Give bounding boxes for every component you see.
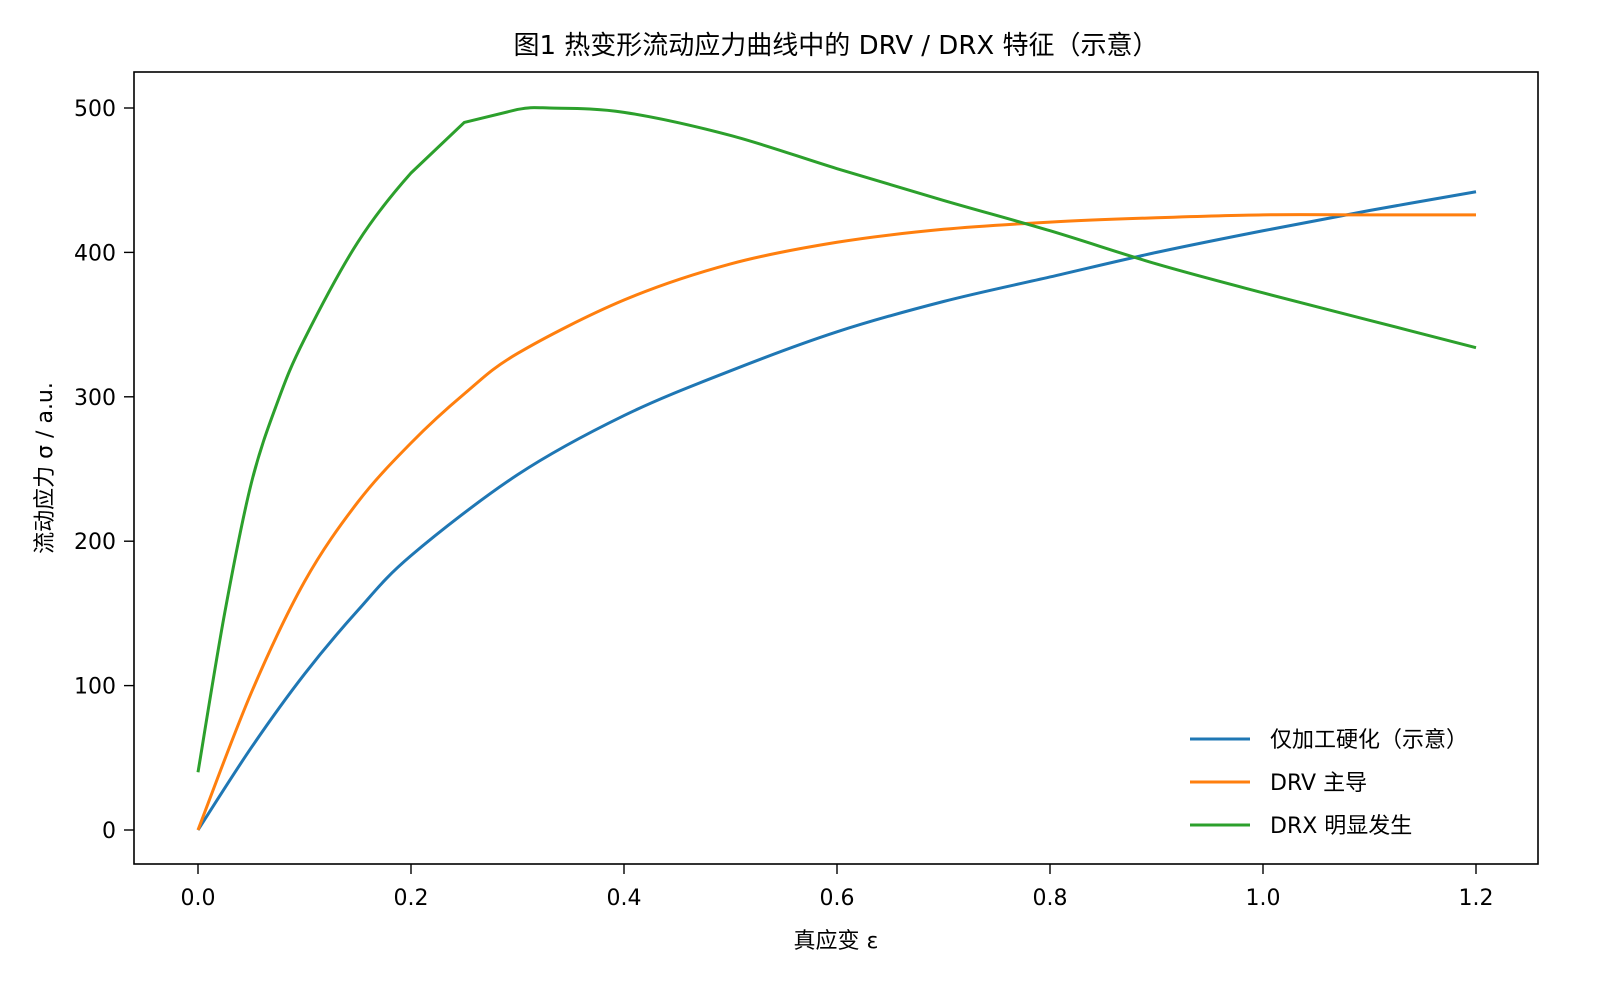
axes-frame [133,71,1539,865]
y-tick-label: 100 [74,675,116,700]
x-tick-label: 1.2 [1459,886,1494,911]
x-tick-label: 0.0 [181,886,216,911]
x-axis-ticks: 0.0 0.2 0.4 0.6 0.8 1.0 1.2 [181,864,1494,911]
x-tick-label: 0.2 [394,886,429,911]
x-tick-label: 0.4 [607,886,642,911]
series-line-2 [196,106,1477,773]
y-tick-label: 400 [74,241,116,266]
plot-area [196,106,1477,831]
y-axis-label: 流动应力 σ / a.u. [33,382,58,554]
y-tick-label: 0 [102,819,116,844]
y-axis-ticks: 0 100 200 300 400 500 [74,97,134,844]
series-line-1 [196,213,1476,831]
legend-label: 仅加工硬化（示意） [1270,728,1468,753]
y-tick-label: 200 [74,530,116,555]
x-tick-label: 0.6 [820,886,855,911]
x-tick-label: 0.8 [1033,886,1068,911]
legend: 仅加工硬化（示意） DRV 主导 DRX 明显发生 [1190,728,1468,839]
y-tick-label: 300 [74,386,116,411]
chart-title: 图1 热变形流动应力曲线中的 DRV / DRX 特征（示意） [514,31,1159,61]
x-axis-label: 真应变 ε [794,929,879,954]
legend-label: DRV 主导 [1270,771,1367,796]
y-tick-label: 500 [74,97,116,122]
x-tick-label: 1.0 [1246,886,1281,911]
series-line-0 [196,190,1477,831]
legend-label: DRX 明显发生 [1270,814,1412,839]
